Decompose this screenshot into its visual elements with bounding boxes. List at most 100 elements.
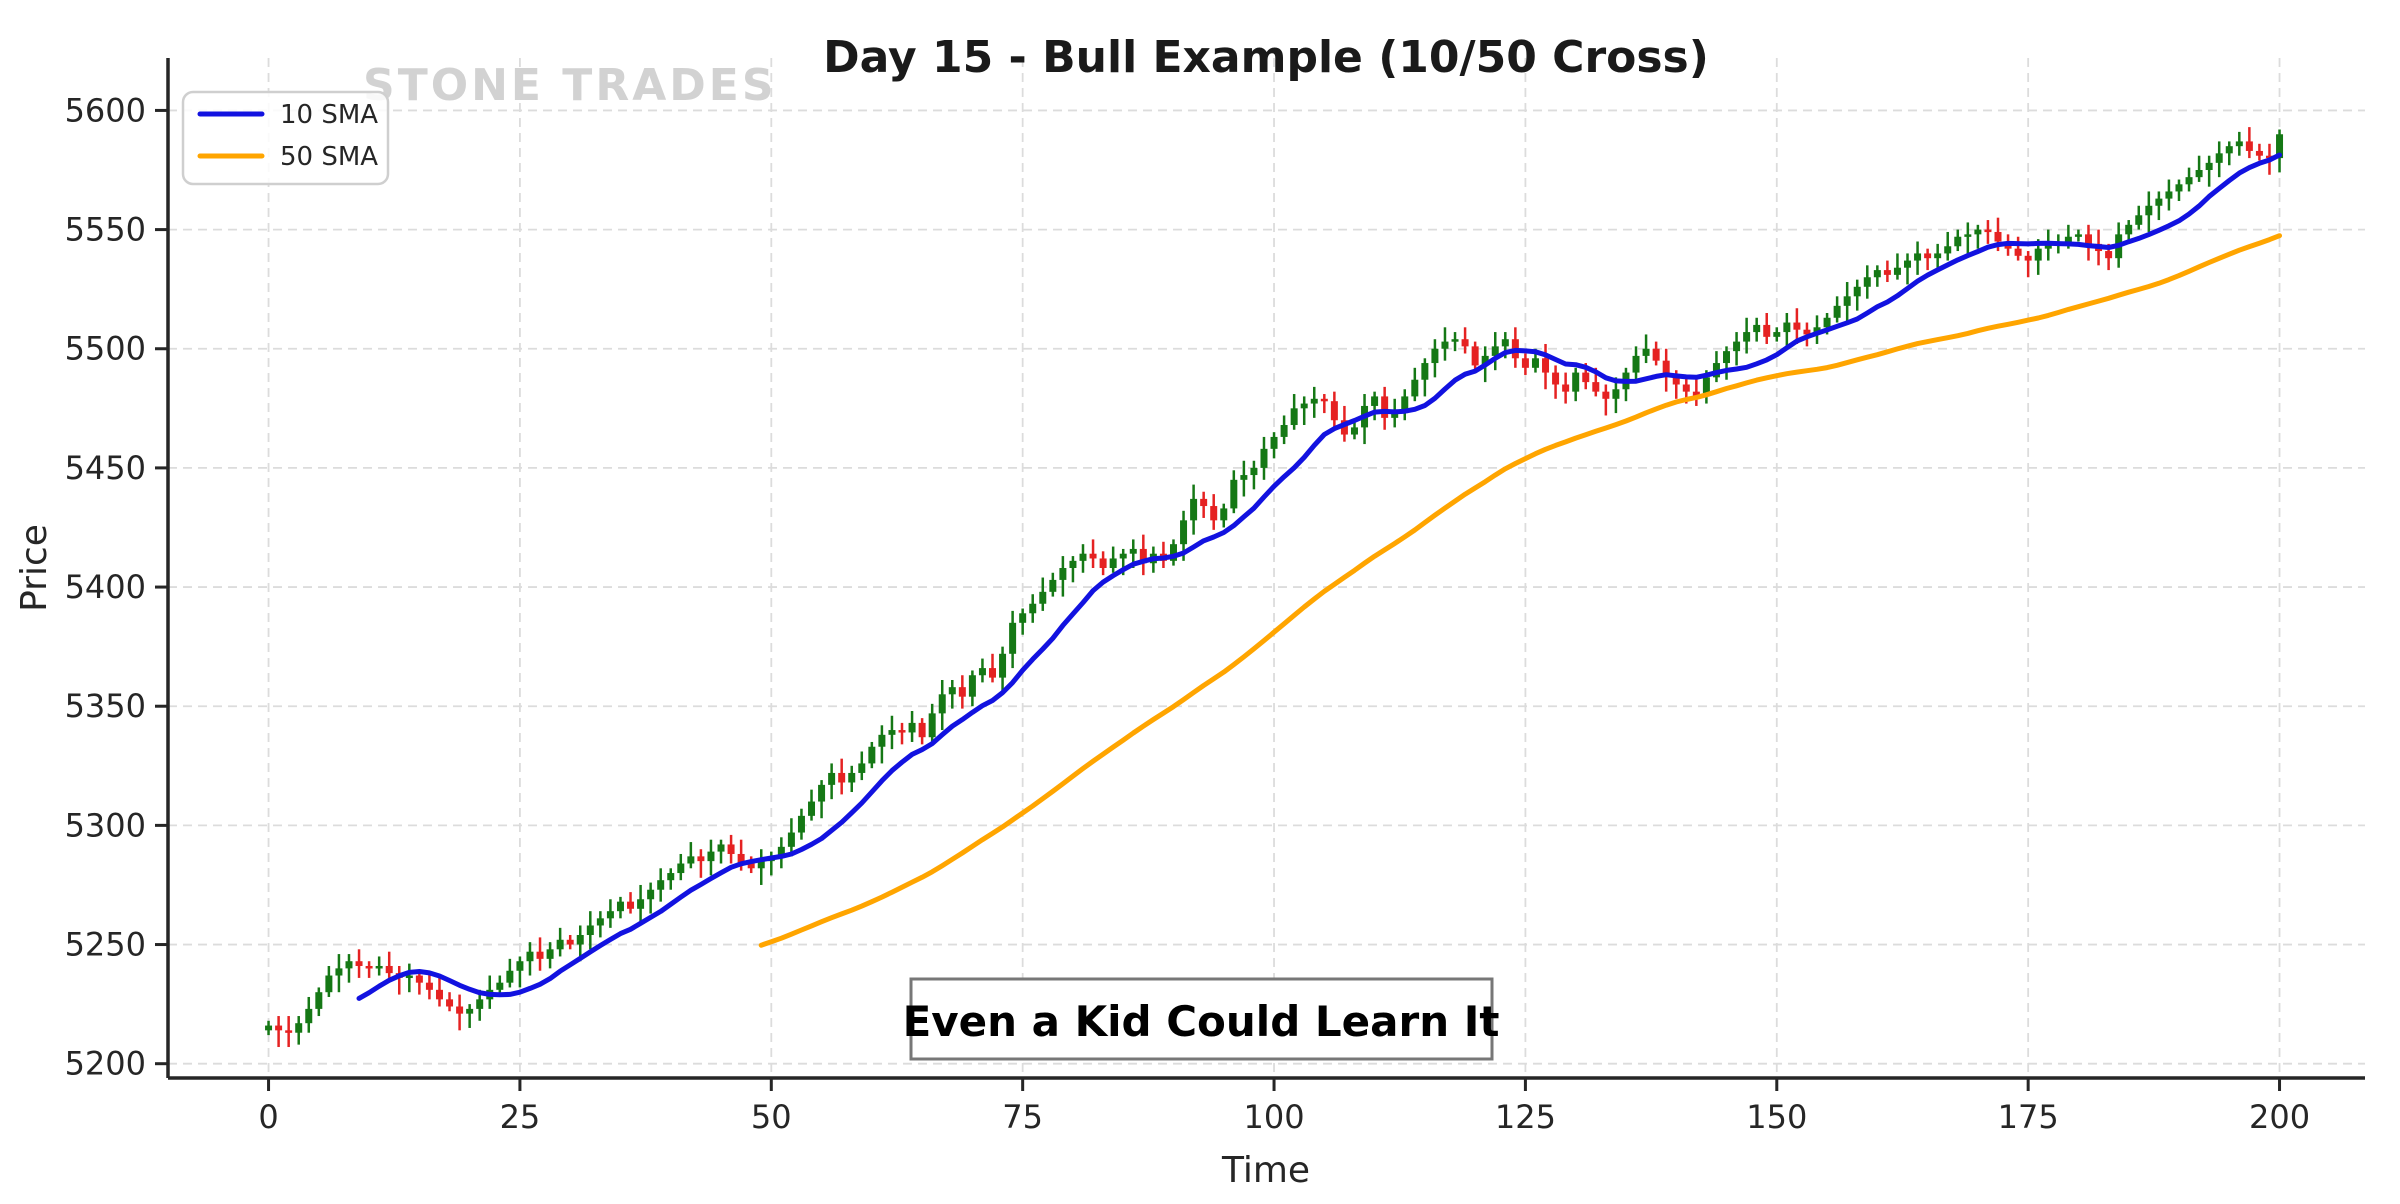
candle-body-up [908,722,916,733]
x-tick-label: 25 [500,1098,541,1136]
candle-body-down [1461,339,1469,347]
annotation-text: Even a Kid Could Learn It [903,997,1500,1046]
candle-body-up [506,970,514,983]
candle-body-up [647,889,655,900]
candle-body-up [1783,322,1791,333]
candle-body-down [1521,358,1529,368]
candle-body-down [1763,324,1771,337]
candle-body-up [1954,236,1962,247]
candle-body-up [2185,177,2193,185]
candle-body-down [365,965,373,969]
candle-body-up [2195,170,2203,178]
candle-body-up [2064,236,2072,242]
annotation: Even a Kid Could Learn It [903,977,1500,1061]
candle-body-up [2125,224,2133,235]
candle-body-up [878,734,886,747]
candle-body-up [1491,346,1499,356]
candle-body-up [868,746,876,764]
candle-body-down [1883,270,1891,275]
candle-body-up [1501,339,1509,347]
candle-body-up [2165,191,2173,199]
y-tick-label: 5450 [65,449,146,487]
candle-body-up [1401,396,1409,414]
candle-body-up [1531,358,1539,368]
candle-body-down [2265,155,2273,159]
candle-body-up [1863,277,1871,287]
candle-body-down [989,668,997,678]
candle-body-up [1391,413,1399,418]
candle-body-up [405,975,413,979]
candle-body-down [1592,382,1600,392]
candle-body-down [1984,229,1992,233]
y-tick-label: 5550 [65,211,146,249]
candle-body-down [1542,358,1550,373]
candle-body-up [1702,377,1710,397]
candle-body-up [948,687,956,695]
candle-body-up [1914,253,1922,261]
candle-body-up [828,772,836,785]
x-axis-label: Time [1221,1150,1310,1191]
candle-body-down [1381,396,1389,418]
candle-body-up [1441,341,1449,349]
x-tick-label: 75 [1002,1098,1043,1136]
candle-body-down [1672,374,1680,385]
y-tick-label: 5350 [65,687,146,725]
candle-body-up [1753,324,1761,333]
candle-body-up [1743,332,1751,342]
candle-body-up [968,675,976,697]
candle-body-up [1009,622,1017,654]
candle-body-up [1280,425,1288,437]
candle-body-up [677,863,685,874]
candle-body-up [2145,205,2153,216]
y-tick-label: 5250 [65,926,146,964]
candle-body-down [627,901,635,909]
candle-body-up [2135,215,2143,225]
y-tick-label: 5300 [65,806,146,844]
candle-body-up [787,832,795,847]
candle-body-down [285,1030,293,1033]
candle-body-up [1773,332,1781,337]
candle-body-down [1602,391,1610,399]
legend: 10 SMA 50 SMA [181,90,390,186]
candle-body-down [697,856,705,862]
candle-body-down [1662,360,1670,375]
candle-body-down [1099,558,1107,568]
candle-body-up [1733,341,1741,352]
candle-body-up [325,975,333,993]
candle-body-up [2155,198,2163,206]
candle-body-up [345,961,353,969]
candle-body-up [1240,475,1248,480]
watermark-text: STONE TRADES [363,60,777,111]
candle-body-up [1029,603,1037,614]
candle-body-down [1200,498,1208,507]
candle-body-up [1260,448,1268,468]
candle-body-down [2014,248,2022,256]
candle-body-up [2175,184,2183,192]
sma50-line [758,233,2282,948]
candle-body-up [818,784,826,802]
x-tick-label: 100 [1244,1098,1305,1136]
candle-body-down [415,975,423,983]
candle-body-up [516,961,524,971]
candle-body-up [305,1008,313,1024]
candle-body-down [1330,401,1338,421]
candle-body-up [1230,479,1238,509]
candle-body-up [1451,339,1459,342]
x-tick-label: 125 [1495,1098,1556,1136]
candle-body-up [556,939,564,950]
candle-body-up [637,899,645,909]
candle-body-down [385,965,393,974]
candle-body-down [918,722,926,738]
candle-body-up [1723,351,1731,364]
candle-body-up [1220,508,1228,521]
candle-body-up [1974,229,1982,235]
x-tick-label: 50 [751,1098,792,1136]
candle-body-down [2084,234,2092,244]
chart-title: Day 15 - Bull Example (10/50 Cross) [823,32,1709,83]
candle-body-up [2205,162,2213,171]
candle-body-down [355,961,363,966]
candle-body-up [1250,467,1258,476]
x-tick-label: 0 [258,1098,278,1136]
candle-body-up [2225,146,2233,154]
candle-body-up [888,730,896,735]
